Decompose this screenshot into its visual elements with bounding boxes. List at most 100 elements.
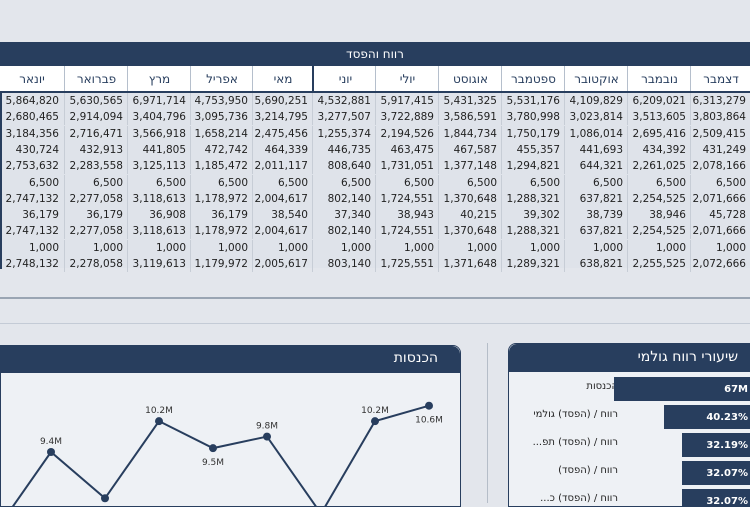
table-cell: 1,844,734 <box>438 125 497 142</box>
month-header[interactable]: פברואר <box>64 66 128 91</box>
table-cell: 3,586,591 <box>438 109 497 126</box>
table-cell: 5,630,565 <box>64 93 123 109</box>
month-header[interactable]: אפריל <box>190 66 253 91</box>
table-cell: 1,000 <box>127 239 186 256</box>
gross-margin-bar[interactable]: 40.23% <box>663 405 750 429</box>
revenue-data-label: 9.5M <box>202 458 224 468</box>
table-cell: 1,000 <box>252 239 308 256</box>
table-cell: 1,000 <box>501 239 560 256</box>
revenue-data-point[interactable] <box>263 432 271 441</box>
table-cell: 2,695,416 <box>627 125 686 142</box>
table-left-border <box>0 93 2 269</box>
table-cell: 464,339 <box>252 141 308 158</box>
revenue-data-point[interactable] <box>209 444 217 453</box>
table-cell: 3,780,998 <box>501 109 560 126</box>
table-cell: 6,209,021 <box>627 93 686 109</box>
revenue-data-label: 9.4M <box>40 437 62 447</box>
month-header[interactable]: יולי <box>375 66 439 91</box>
table-cell: 2,072,666 <box>690 256 746 272</box>
table-cell: 1,179,972 <box>190 256 248 272</box>
table-cell: 1,000 <box>438 239 497 256</box>
month-header[interactable]: ספטמבר <box>501 66 565 91</box>
revenue-chart-card: הכנסות 9.4M 10.2M 9.5M 9.8M 10.2M 10.6M <box>0 345 461 507</box>
table-cell: 808,640 <box>312 158 371 175</box>
table-cell: 2,283,558 <box>64 158 123 175</box>
table-cell: 1,288,321 <box>501 190 560 207</box>
table-cell: 1,377,148 <box>438 158 497 175</box>
table-cell: 5,531,176 <box>501 93 560 109</box>
month-header[interactable]: יוני <box>312 66 377 91</box>
table-cell: 1,000 <box>190 239 248 256</box>
table-cell: 5,864,820 <box>5 95 59 107</box>
month-header[interactable]: אוקטובר <box>564 66 628 91</box>
table-cell: 2,255,525 <box>627 256 686 272</box>
table-cell: 5,431,325 <box>438 93 497 109</box>
table-cell: 2,011,117 <box>252 158 308 175</box>
table-cell: 3,277,507 <box>312 109 371 126</box>
table-cell: 4,753,950 <box>190 93 248 109</box>
revenue-data-point[interactable] <box>47 448 55 456</box>
revenue-chart-header: הכנסות <box>1 346 460 373</box>
gross-margin-row: הכנסות 67M <box>509 374 750 402</box>
gross-margin-row: רווח / (הפסד) גולמי 40.23% <box>509 402 750 430</box>
table-row: 2,747,132 2,277,058 3,118,613 1,178,972 2,00… <box>0 223 750 240</box>
revenue-data-label: 10.2M <box>361 406 389 416</box>
table-cell: 45,728 <box>690 207 746 224</box>
revenue-line-chart: 9.4M 10.2M 9.5M 9.8M 10.2M 10.6M <box>11 401 443 506</box>
revenue-data-point[interactable] <box>101 494 109 503</box>
gross-margin-bar[interactable]: 32.07% <box>682 489 750 506</box>
table-cell: 2,004,617 <box>252 190 308 207</box>
table-cell: 430,724 <box>15 143 59 156</box>
table-cell: 463,475 <box>375 141 434 158</box>
table-cell: 1,000 <box>627 239 686 256</box>
table-cell: 2,071,666 <box>690 190 746 207</box>
table-cell: 1,185,472 <box>190 158 248 175</box>
table-cell: 2,753,632 <box>5 160 59 173</box>
table-row: 6,500 6,500 6,500 6,500 6,500 6,500 6,500 6,500… <box>0 174 750 191</box>
table-cell: 37,340 <box>312 207 371 224</box>
pnl-panel: רווח והפסד יונאר פברואר מרץ אפריל מאי יוני יול… <box>0 42 750 272</box>
table-cell: 2,078,166 <box>690 158 746 175</box>
table-cell: 2,509,415 <box>690 125 746 142</box>
month-header[interactable]: מאי <box>252 66 313 91</box>
gross-margin-bar[interactable]: 32.07% <box>682 461 750 485</box>
gross-margin-bar[interactable]: 67M <box>614 377 750 401</box>
month-header[interactable]: אוגוסט <box>438 66 502 91</box>
table-cell: 1,294,821 <box>501 158 560 175</box>
table-cell: 3,566,918 <box>127 125 186 142</box>
table-cell: 2,004,617 <box>252 223 308 240</box>
table-cell: 3,023,814 <box>564 109 623 126</box>
table-cell: 3,404,796 <box>127 109 186 126</box>
table-cell: 1,371,648 <box>438 256 497 272</box>
table-cell: 2,277,058 <box>64 190 123 207</box>
table-row: 5,864,820 5,630,565 6,971,714 4,753,950 5,69… <box>0 93 750 109</box>
revenue-data-point[interactable] <box>425 401 433 410</box>
table-cell: 2,277,058 <box>64 223 123 240</box>
table-cell: 5,690,251 <box>252 93 308 109</box>
vertical-divider <box>487 343 488 503</box>
revenue-data-point[interactable] <box>155 417 163 426</box>
gross-margin-label: רווח / (הפסד) גולמי <box>533 409 618 420</box>
gross-margin-label: הכנסות <box>586 381 618 392</box>
table-cell: 5,917,415 <box>375 93 434 109</box>
table-cell: 2,680,465 <box>5 111 59 124</box>
table-cell: 637,821 <box>564 223 623 240</box>
table-cell: 802,140 <box>312 190 371 207</box>
table-cell: 36,179 <box>22 209 59 222</box>
table-cell: 1,000 <box>375 239 434 256</box>
month-header[interactable]: נובמבר <box>627 66 691 91</box>
gross-margin-row: רווח / (הפסד) תפ... 32.19% <box>509 430 750 458</box>
table-cell: 2,261,025 <box>627 158 686 175</box>
table-cell: 2,071,666 <box>690 223 746 240</box>
table-cell: 38,739 <box>564 207 623 224</box>
revenue-data-point[interactable] <box>371 417 379 426</box>
gross-margin-bar[interactable]: 32.19% <box>681 433 750 457</box>
table-cell: 6,500 <box>190 174 248 191</box>
month-header[interactable]: מרץ <box>127 66 191 91</box>
table-cell: 6,500 <box>127 174 186 191</box>
table-cell: 2,254,525 <box>627 190 686 207</box>
month-header[interactable]: יונאר <box>19 71 45 86</box>
table-cell: 6,500 <box>252 174 308 191</box>
month-header[interactable]: דצמבר <box>690 66 750 91</box>
table-cell: 6,500 <box>438 174 497 191</box>
